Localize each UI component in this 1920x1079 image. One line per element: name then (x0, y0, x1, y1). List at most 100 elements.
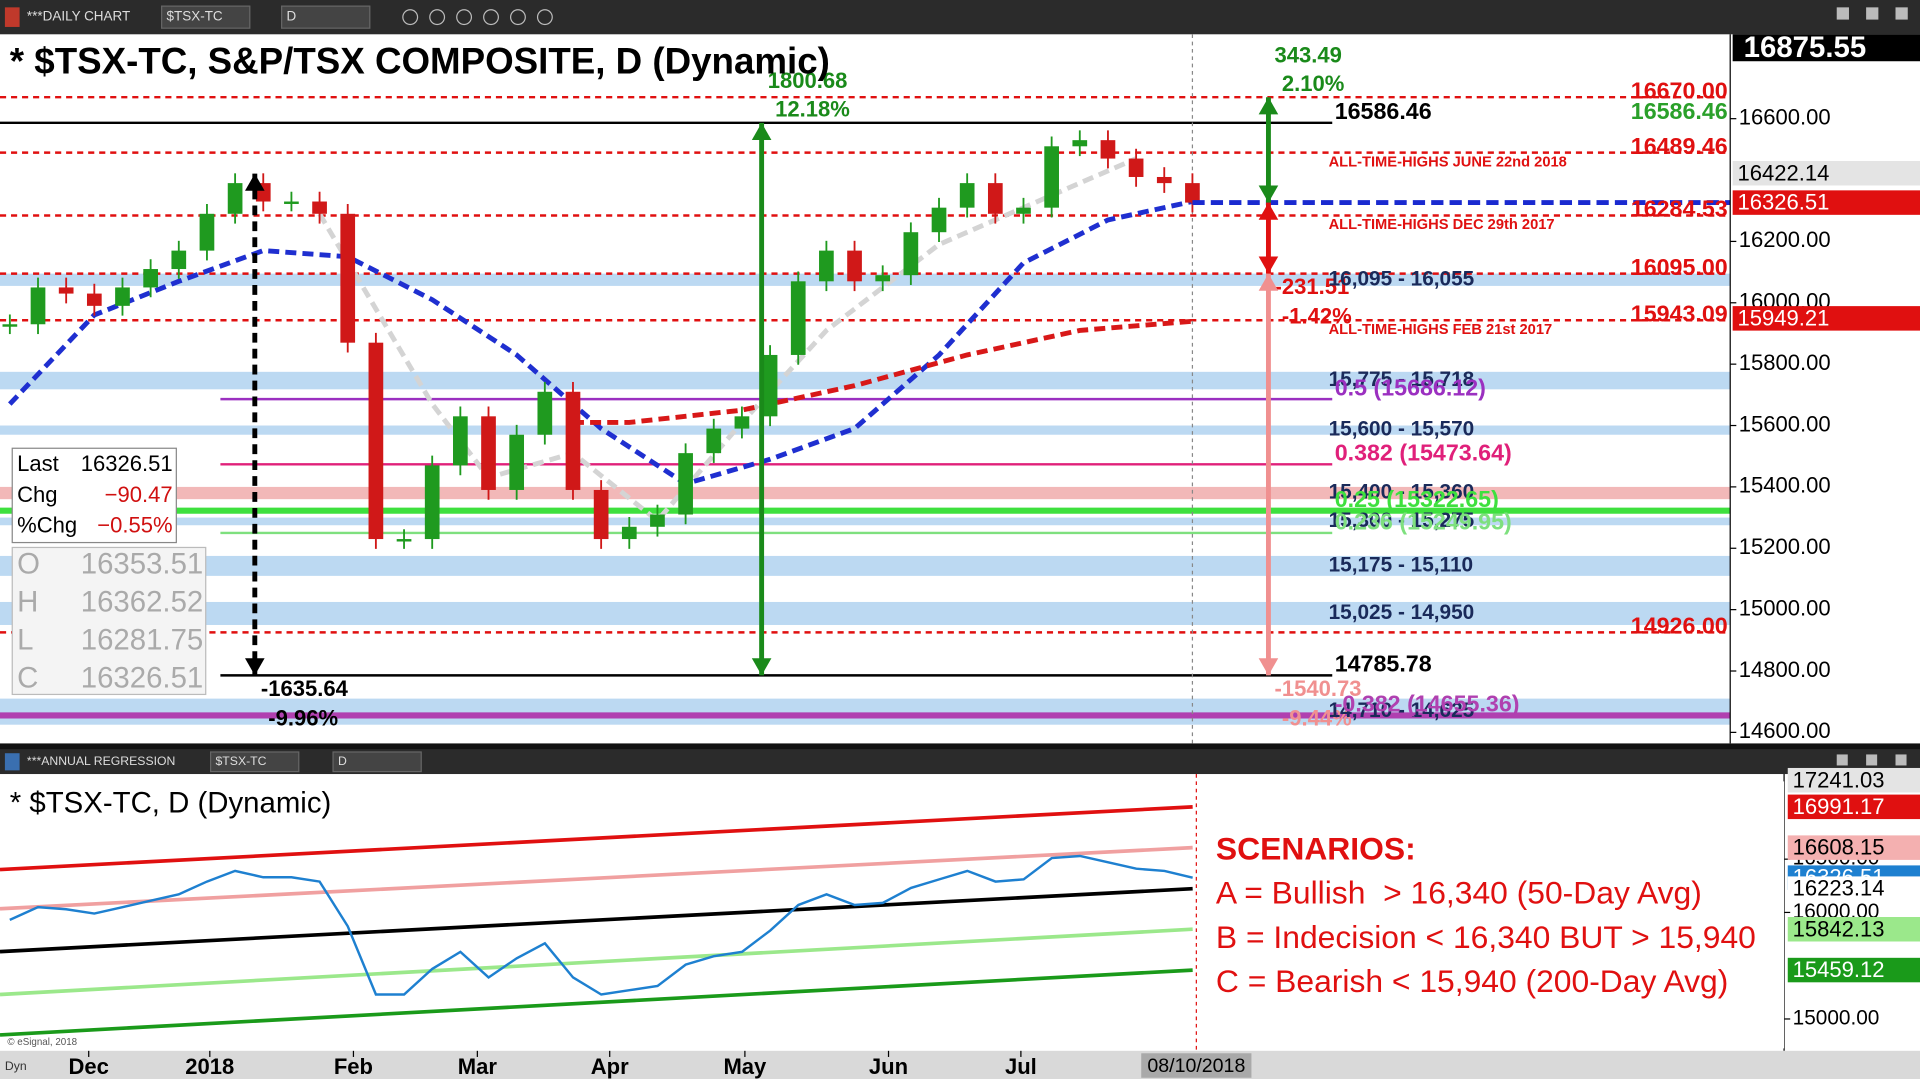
x-tick-label: Mar (458, 1054, 498, 1079)
interval: D (338, 754, 347, 768)
x-tick-label: Jun (869, 1054, 908, 1079)
interval-input[interactable] (281, 5, 371, 29)
toolbar-title: ***DAILY CHART (27, 9, 130, 24)
arrow-head (1258, 658, 1279, 676)
ohlc-value: 16353.51 (81, 548, 204, 581)
candle-body (790, 281, 806, 355)
info-label: %Chg (17, 512, 77, 537)
copyright: © eSignal, 2018 (7, 1037, 77, 1048)
info-label: Chg (17, 482, 57, 507)
y-tick-label: 15200.00 (1739, 534, 1831, 559)
arrow-change: -231.51 (1275, 274, 1350, 299)
y-tick-label: 14800.00 (1739, 657, 1831, 682)
candle-body (1016, 207, 1031, 214)
candle-body (340, 213, 356, 343)
candle-body (650, 514, 665, 527)
arrow-percent: 12.18% (775, 96, 850, 121)
scenario-line: B = Indecision < 16,340 BUT > 15,940 (1216, 919, 1756, 955)
candle-body (1156, 176, 1172, 184)
ohlc-value: 16326.51 (81, 661, 204, 694)
price-tag (1787, 957, 1920, 983)
scenario-line: A = Bullish > 16,340 (50-Day Avg) (1216, 875, 1702, 911)
info-box (11, 447, 177, 544)
ohlc-value: 16362.52 (81, 586, 204, 619)
price-zone (0, 425, 1731, 435)
arrow-head (1258, 256, 1279, 274)
x-tick-label: Feb (334, 1054, 373, 1079)
regression-line (0, 805, 1193, 872)
arrow-change: 343.49 (1275, 43, 1342, 68)
level-label: 0.382 (15473.64) (1335, 440, 1512, 466)
price-tag (1787, 794, 1920, 820)
ohlc-label: L (17, 624, 33, 657)
arrow-head (1258, 202, 1279, 220)
level-label: 14785.78 (1335, 651, 1432, 677)
ohlc-box (11, 546, 207, 696)
candle-body (368, 342, 384, 540)
candle-body (424, 465, 440, 540)
arrow-head (1258, 185, 1279, 203)
mode: Dyn (5, 1059, 27, 1073)
scenarios-title: SCENARIOS: (1216, 831, 1416, 867)
window-buttons[interactable] (1836, 754, 1907, 766)
info-label: Last (17, 451, 59, 476)
level-label: 0.25 (15322.65) (1335, 486, 1499, 512)
price-tag (1787, 835, 1920, 860)
candle-body (1185, 183, 1200, 203)
price-zone (0, 555, 1731, 576)
y-tick-label: 15800.00 (1739, 350, 1831, 375)
symbol-input[interactable] (161, 5, 251, 29)
candle-body (847, 250, 862, 282)
cursor-date-box (1141, 1053, 1252, 1078)
y-tick-label: 15600.00 (1739, 411, 1831, 436)
arrow-percent: -9.96% (268, 705, 338, 730)
candle-body (875, 275, 891, 282)
level-label: 16586.46 (1631, 98, 1728, 124)
candle-body (453, 416, 468, 466)
arrow-percent: -1.42% (1282, 304, 1352, 329)
zone-label: 15,175 - 15,110 (1329, 553, 1474, 576)
price-tag-label: 17241.03 (1793, 767, 1885, 792)
symbol-input[interactable] (210, 751, 300, 773)
toolbar (0, 749, 1920, 775)
arrow-head (751, 658, 772, 676)
candle-body (621, 526, 637, 540)
plot-area (0, 805, 1193, 1037)
x-tick-label: Dec (69, 1054, 109, 1079)
icon (4, 7, 20, 27)
info-value: 16326.51 (81, 451, 173, 476)
y-tick-label: 16200.00 (1739, 227, 1831, 252)
candle-body (1100, 140, 1116, 159)
interval-input[interactable] (332, 751, 422, 773)
arrow-percent: -9.44% (1282, 705, 1352, 730)
interval: D (287, 9, 297, 24)
window-buttons[interactable] (1836, 7, 1908, 20)
moving-average (572, 318, 1193, 425)
candle-body (931, 207, 947, 233)
candle-body (537, 391, 553, 435)
info-value: −90.47 (105, 482, 173, 507)
arrow-change: 1800.68 (768, 68, 848, 93)
price-tag-label: 16326.51 (1738, 190, 1830, 215)
y-tick-label: 15000.00 (1793, 1006, 1880, 1029)
price-tag-label: 16422.14 (1738, 160, 1830, 185)
level-label: 16489.46 (1631, 133, 1728, 159)
x-tick-label: May (723, 1054, 767, 1079)
candle-body (58, 287, 74, 294)
zone-label: 15,400 - 15,360 (1329, 481, 1475, 504)
candle-body (312, 201, 327, 214)
arrow-change: -1635.64 (261, 676, 349, 701)
price-tag-label: 16875.55 (1744, 31, 1867, 64)
price-tag-label: 16991.17 (1793, 794, 1885, 819)
level-label: 0.5 (15686.12) (1335, 374, 1486, 400)
candle-body (678, 453, 693, 515)
candle-body (1128, 158, 1144, 177)
regression-line (0, 968, 1193, 1037)
level-label: 16670.00 (1631, 77, 1728, 103)
price-tag-label: 15842.13 (1793, 916, 1885, 941)
x-tick-label: Jul (1005, 1054, 1037, 1079)
regression-line (0, 927, 1193, 997)
candle-body (115, 287, 130, 306)
